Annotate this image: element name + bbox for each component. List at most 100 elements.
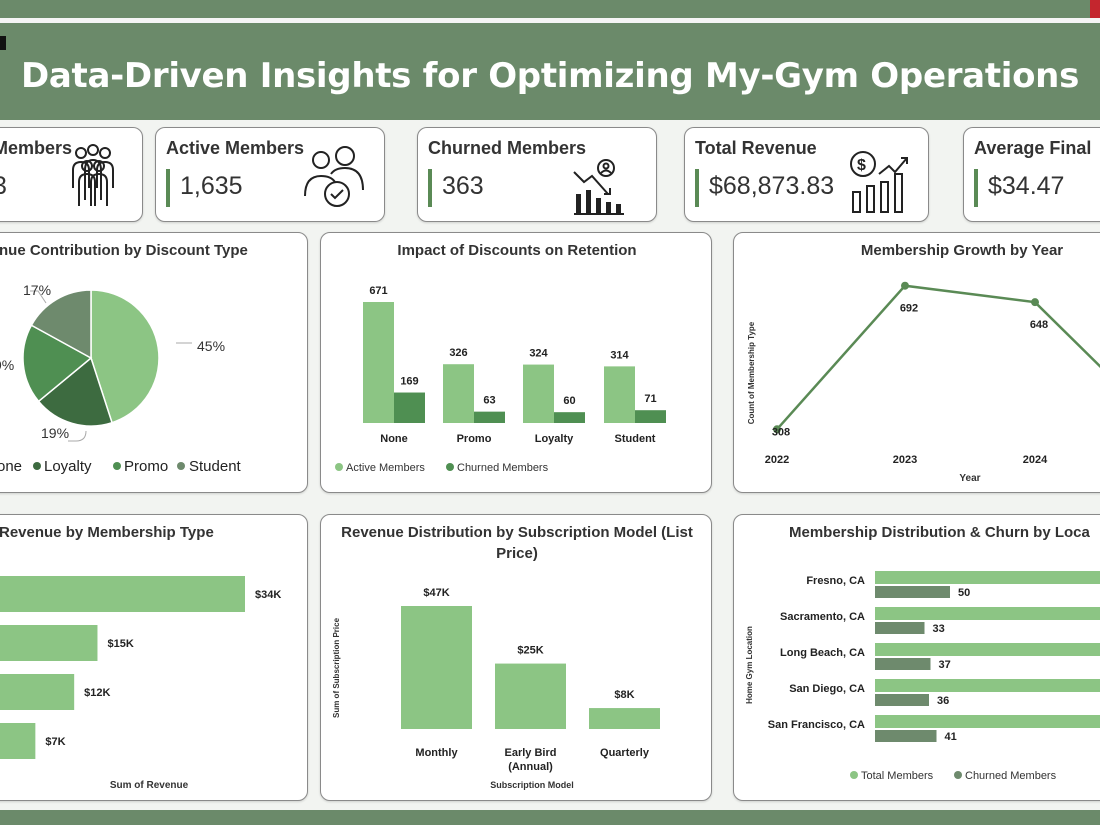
kpi-accent-bar <box>974 169 978 207</box>
panel-location[interactable]: Membership Distribution & Churn by Loca … <box>733 514 1100 801</box>
top-window-bar <box>0 0 1100 18</box>
location-label: Sacramento, CA <box>780 611 865 623</box>
pie-legend: one Loyalty Promo Student <box>0 458 242 475</box>
revenue-type-bar[interactable] <box>0 625 98 661</box>
retention-bar-chart: Impact of Discounts on Retention 671 169 N… <box>335 242 666 474</box>
subscription-bar[interactable] <box>401 606 472 729</box>
revenue-type-bars: $34K $15K $12K $7K <box>0 576 281 759</box>
pie-slice-student[interactable] <box>30 289 92 360</box>
panel-growth[interactable]: Membership Growth by Year Count of Membe… <box>733 232 1100 493</box>
legend-item: one <box>0 458 22 475</box>
total-members-bar[interactable] <box>875 607 1100 620</box>
kpi-accent-bar <box>695 169 699 207</box>
growth-point-2023[interactable] <box>901 281 909 290</box>
category-label: Quarterly <box>600 747 650 759</box>
data-label: $8K <box>614 689 634 701</box>
data-label: 169 <box>400 376 418 388</box>
y-axis-label: Home Gym Location <box>745 626 754 704</box>
revenue-type-bar[interactable] <box>0 723 36 759</box>
pie-slice-loyalty[interactable] <box>37 356 113 427</box>
panel-discount-pie[interactable]: nue Contribution by Discount Type 45% 19… <box>0 232 308 493</box>
category-label: None <box>380 433 408 445</box>
total-members-bar[interactable] <box>875 715 1100 728</box>
data-label: 324 <box>529 348 548 360</box>
revenue-type-bar[interactable] <box>0 576 245 612</box>
data-label: $7K <box>45 736 65 748</box>
pie-slice-promo[interactable] <box>22 324 93 403</box>
panel-revenue-type[interactable]: Revenue by Membership Type $34K $15K $12K $… <box>0 514 308 801</box>
kpi-value: $68,873.83 <box>709 172 835 200</box>
chart-title: nue Contribution by Discount Type <box>0 242 248 259</box>
data-label: $47K <box>423 587 449 599</box>
kpi-value: 1,635 <box>180 172 243 200</box>
data-label: 314 <box>610 349 629 361</box>
location-label: San Francisco, CA <box>768 719 865 731</box>
kpi-value: 3 <box>0 172 7 201</box>
logo-fragment <box>0 36 6 50</box>
x-tick-label: 2024 <box>1023 454 1048 466</box>
location-label: Fresno, CA <box>806 575 865 587</box>
chart-title: Impact of Discounts on Retention <box>397 242 636 259</box>
total-members-bar[interactable] <box>875 643 1100 656</box>
pie-slices <box>22 289 160 427</box>
churned-members-bar[interactable] <box>875 694 929 706</box>
churn-chart-icon <box>573 159 624 215</box>
bar-active-promo[interactable] <box>443 364 474 423</box>
category-label: Student <box>615 433 656 445</box>
total-members-bar[interactable] <box>875 571 1100 584</box>
legend-item: Total Members <box>861 770 934 782</box>
pie-label: 19% <box>41 425 69 441</box>
revenue-type-bar-chart: Revenue by Membership Type $34K$15K$12K$… <box>0 524 281 791</box>
bar-active-none[interactable] <box>363 302 394 423</box>
growth-point-2024[interactable] <box>1031 298 1039 307</box>
kpi-card-average-final[interactable]: Average Final $34.47 <box>963 127 1100 222</box>
chart-title: Revenue Distribution by Subscription Mod… <box>341 524 693 541</box>
bottom-bar <box>0 810 1100 825</box>
kpi-label: Active Members <box>166 138 305 158</box>
churned-members-bar[interactable] <box>875 586 950 598</box>
revenue-type-bar[interactable] <box>0 674 75 710</box>
subscription-bar-chart: Revenue Distribution by Subscription Mod… <box>332 524 693 790</box>
legend-item: Loyalty <box>44 458 92 475</box>
growth-line <box>776 284 1100 431</box>
svg-text:$: $ <box>857 157 866 174</box>
data-label: 63 <box>483 395 495 407</box>
churned-members-bar[interactable] <box>875 622 925 634</box>
subscription-bar[interactable] <box>495 663 566 729</box>
kpi-card-total-revenue[interactable]: Total Revenue $68,873.83 $ <box>684 127 929 222</box>
data-label: 33 <box>933 623 945 635</box>
bar-active-student[interactable] <box>604 366 635 423</box>
kpi-card-active-members[interactable]: Active Members 1,635 <box>155 127 385 222</box>
churned-members-bar[interactable] <box>875 658 931 670</box>
data-label: $12K <box>84 687 110 699</box>
top-divider <box>0 18 1100 23</box>
kpi-label: Members <box>0 138 73 158</box>
panel-retention[interactable]: Impact of Discounts on Retention 671 169 N… <box>320 232 712 493</box>
subscription-bar[interactable] <box>589 708 660 729</box>
chart-title-line2: Price) <box>496 545 538 562</box>
bar-churned-student[interactable] <box>635 410 666 423</box>
kpi-card-members[interactable]: Members 3 <box>0 127 143 222</box>
kpi-card-churned-members[interactable]: Churned Members 363 <box>417 127 657 222</box>
legend-item: Promo <box>124 458 168 475</box>
x-tick-label: 2022 <box>765 454 789 466</box>
total-members-bar[interactable] <box>875 679 1100 692</box>
title-banner <box>0 23 1100 120</box>
growth-point-2022[interactable] <box>773 425 781 434</box>
category-label: (Annual) <box>508 761 553 773</box>
panel-subscription[interactable]: Revenue Distribution by Subscription Mod… <box>320 514 712 801</box>
bar-churned-promo[interactable] <box>474 411 505 423</box>
pie-slice-none[interactable] <box>90 289 160 424</box>
close-corner[interactable] <box>1090 0 1100 18</box>
location-legend: Total Members Churned Members <box>850 770 1057 782</box>
pie-label: 17% <box>23 282 51 298</box>
legend-item: Churned Members <box>965 770 1057 782</box>
kpi-accent-bar <box>428 169 432 207</box>
pie-label: 45% <box>197 338 225 354</box>
data-label: 41 <box>945 731 957 743</box>
bar-active-loyalty[interactable] <box>523 364 554 423</box>
location-label: Long Beach, CA <box>780 647 865 659</box>
bar-churned-none[interactable] <box>394 392 425 423</box>
churned-members-bar[interactable] <box>875 730 937 742</box>
bar-churned-loyalty[interactable] <box>554 412 585 423</box>
